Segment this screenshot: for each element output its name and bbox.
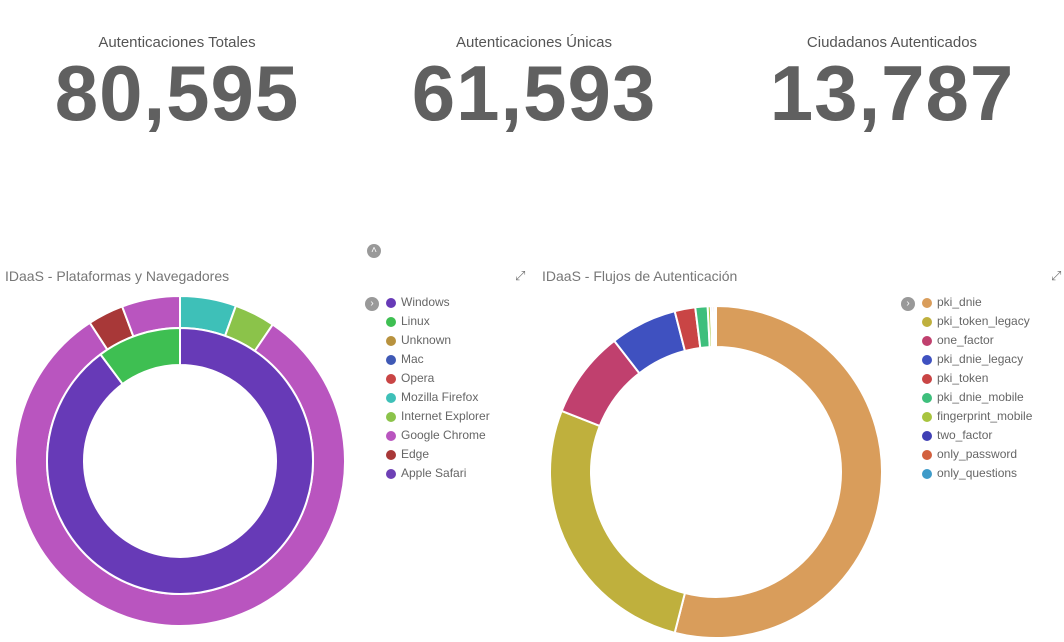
legend-item[interactable]: fingerprint_mobile <box>922 407 1032 426</box>
inner-slice-linux[interactable] <box>99 326 181 386</box>
legend-label: Mozilla Firefox <box>401 390 479 404</box>
legend-item[interactable]: two_factor <box>922 426 1032 445</box>
legend-label: one_factor <box>937 333 994 347</box>
legend-label: Apple Safari <box>401 466 467 480</box>
legend-swatch <box>922 411 932 422</box>
legend-label: Windows <box>401 295 450 309</box>
legend-swatch <box>386 354 396 365</box>
flow-slice-pki-dnie[interactable] <box>673 304 883 639</box>
legend-item[interactable]: Mozilla Firefox <box>386 388 490 407</box>
legend-swatch <box>386 392 396 403</box>
expand-icon[interactable]: ⤢ <box>1051 268 1062 283</box>
chevron-right-icon[interactable]: › <box>365 297 379 311</box>
legend-item[interactable]: only_password <box>922 445 1032 464</box>
legend-label: Opera <box>401 371 435 385</box>
legend-label: only_password <box>937 447 1018 461</box>
legend-swatch <box>922 468 932 479</box>
metric-authenticated-citizens: Ciudadanos Autenticados 13,787 <box>722 0 1062 133</box>
legend-label: Edge <box>401 447 430 461</box>
metric-value: 61,593 <box>411 49 657 137</box>
legend-label: Linux <box>401 314 430 328</box>
legend-swatch <box>922 449 932 460</box>
metric-total-authentications: Autenticaciones Totales 80,595 <box>7 0 347 133</box>
legend-item[interactable]: Edge <box>386 445 490 464</box>
legend-label: pki_dnie <box>937 295 982 309</box>
legend-item[interactable]: pki_dnie <box>922 293 1032 312</box>
legend-label: Google Chrome <box>401 428 486 442</box>
legend-swatch <box>922 335 932 346</box>
legend-item[interactable]: pki_token <box>922 369 1032 388</box>
legend-swatch <box>386 468 396 479</box>
legend-item[interactable]: one_factor <box>922 331 1032 350</box>
metric-label: Autenticaciones Totales <box>98 34 256 51</box>
legend-swatch <box>922 430 932 441</box>
chart-title-flows: IDaaS - Flujos de Autenticación <box>542 268 738 284</box>
legend-swatch <box>922 354 932 365</box>
legend-item[interactable]: pki_dnie_legacy <box>922 350 1032 369</box>
legend-item[interactable]: Unknown <box>386 331 490 350</box>
legend-swatch <box>386 449 396 460</box>
legend-swatch <box>922 297 932 308</box>
donut-chart-flows <box>550 304 883 639</box>
legend-label: pki_token <box>937 371 989 385</box>
legend-item[interactable]: only_questions <box>922 464 1032 483</box>
chart-title-platforms: IDaaS - Plataformas y Navegadores <box>5 268 230 284</box>
legend-label: pki_token_legacy <box>937 314 1030 328</box>
legend-swatch <box>386 335 396 346</box>
metric-unique-authentications: Autenticaciones Únicas 61,593 <box>364 0 704 133</box>
chevron-up-icon[interactable]: ˄ <box>367 244 381 258</box>
chevron-right-icon[interactable]: › <box>901 297 915 311</box>
legend-swatch <box>386 411 396 422</box>
legend-label: Internet Explorer <box>401 409 490 423</box>
legend-label: two_factor <box>937 428 993 442</box>
legend-swatch <box>386 373 396 384</box>
legend-item[interactable]: Apple Safari <box>386 464 490 483</box>
metric-label: Autenticaciones Únicas <box>456 34 612 51</box>
legend-label: Unknown <box>401 333 452 347</box>
legend-label: pki_dnie_legacy <box>937 352 1024 366</box>
flow-slice-pki-token-legacy[interactable] <box>550 409 687 635</box>
legend-swatch <box>386 297 396 308</box>
legend-flows: pki_dnie pki_token_legacy one_factor pki_dn… <box>922 293 1032 483</box>
legend-item[interactable]: Internet Explorer <box>386 407 490 426</box>
legend-swatch <box>922 316 932 327</box>
legend-swatch <box>922 373 932 384</box>
legend-item[interactable]: Mac <box>386 350 490 369</box>
legend-item[interactable]: Google Chrome <box>386 426 490 445</box>
legend-label: only_questions <box>937 466 1018 480</box>
legend-swatch <box>922 392 932 403</box>
legend-swatch <box>386 316 396 327</box>
legend-platforms: Windows Linux Unknown Mac Opera Mozilla Firef… <box>386 293 490 483</box>
metric-value: 80,595 <box>54 49 300 137</box>
flow-slice-only-questions[interactable] <box>713 304 717 349</box>
legend-label: pki_dnie_mobile <box>937 390 1024 404</box>
legend-item[interactable]: Windows <box>386 293 490 312</box>
legend-label: Mac <box>401 352 424 366</box>
legend-item[interactable]: pki_token_legacy <box>922 312 1032 331</box>
metric-value: 13,787 <box>769 49 1015 137</box>
legend-swatch <box>386 430 396 441</box>
inner-slice-windows[interactable] <box>46 326 314 595</box>
donut-chart-platforms <box>14 294 346 627</box>
expand-icon[interactable]: ⤢ <box>515 268 526 283</box>
legend-item[interactable]: pki_dnie_mobile <box>922 388 1032 407</box>
legend-item[interactable]: Linux <box>386 312 490 331</box>
metric-label: Ciudadanos Autenticados <box>806 34 978 51</box>
legend-label: fingerprint_mobile <box>937 409 1033 423</box>
legend-item[interactable]: Opera <box>386 369 490 388</box>
